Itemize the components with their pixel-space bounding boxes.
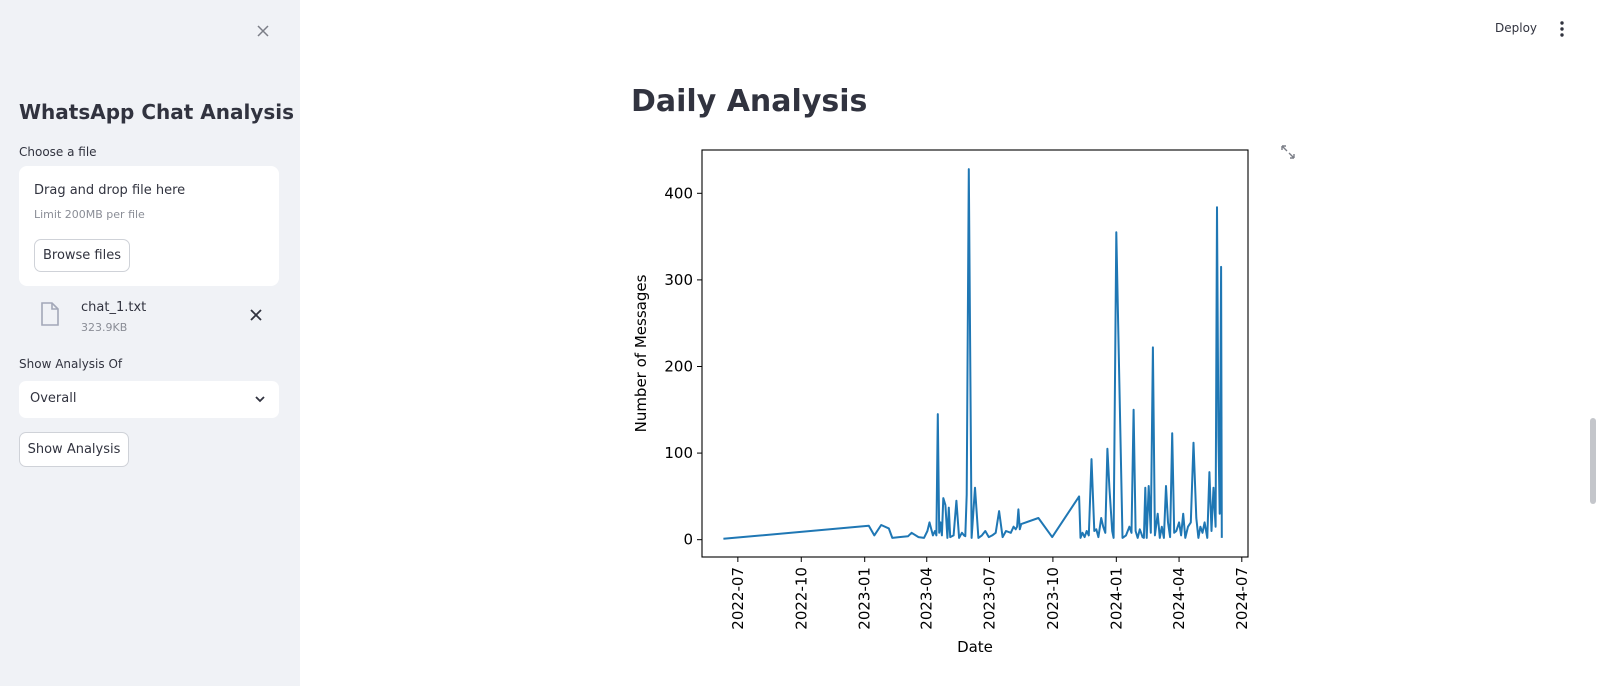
fullscreen-icon[interactable] [1280,144,1296,160]
x-tick-label: 2023-04 [918,567,936,630]
x-tick-label: 2024-04 [1170,567,1188,630]
x-tick-label: 2023-07 [980,567,998,630]
dropzone-limit: Limit 200MB per file [34,208,145,221]
x-tick-label: 2022-07 [729,567,747,630]
main-scrollbar[interactable] [1590,418,1596,504]
x-tick-label: 2023-10 [1044,567,1062,630]
uploaded-file-size: 323.9KB [81,321,128,334]
series-line [723,168,1223,540]
y-tick-label: 100 [664,444,693,462]
more-vertical-icon[interactable] [1558,20,1566,38]
close-icon[interactable] [255,23,271,39]
file-dropzone[interactable]: Drag and drop file here Limit 200MB per … [19,166,279,286]
sidebar: WhatsApp Chat Analysis Choose a file Dra… [0,0,300,686]
sidebar-title: WhatsApp Chat Analysis [19,100,295,124]
y-tick-label: 0 [683,531,693,549]
y-tick-label: 400 [664,184,693,202]
chevron-down-icon [255,396,265,403]
uploaded-file-name: chat_1.txt [81,300,147,315]
y-tick-label: 200 [664,357,693,375]
x-tick-label: 2023-01 [856,567,874,630]
remove-file-icon[interactable] [249,308,263,322]
plot-area-frame [701,149,1249,558]
analysis-select-value: Overall [30,391,77,406]
browse-files-button[interactable]: Browse files [34,239,130,272]
file-uploader-label: Choose a file [19,145,97,159]
uploaded-file-item: chat_1.txt 323.9KB [19,298,279,338]
deploy-button[interactable]: Deploy [1495,21,1538,35]
y-axis-label: Number of Messages [632,274,650,432]
show-analysis-button[interactable]: Show Analysis [19,432,129,467]
x-tick-label: 2022-10 [792,567,810,630]
x-tick-label: 2024-01 [1107,567,1125,630]
y-tick-label: 300 [664,271,693,289]
analysis-select[interactable]: Overall [19,381,279,418]
chart-svg: 0 100 200 300 400 2022-07 2022-10 2023-01 2023-0… [632,149,1251,656]
x-tick-label: 2024-07 [1233,567,1251,630]
x-axis-label: Date [957,638,993,656]
analysis-select-label: Show Analysis Of [19,357,123,371]
file-icon [41,302,59,326]
daily-analysis-chart: 0 100 200 300 400 2022-07 2022-10 2023-01 2023-0… [630,140,1270,660]
page-title: Daily Analysis [631,84,868,119]
dropzone-title: Drag and drop file here [34,183,186,198]
